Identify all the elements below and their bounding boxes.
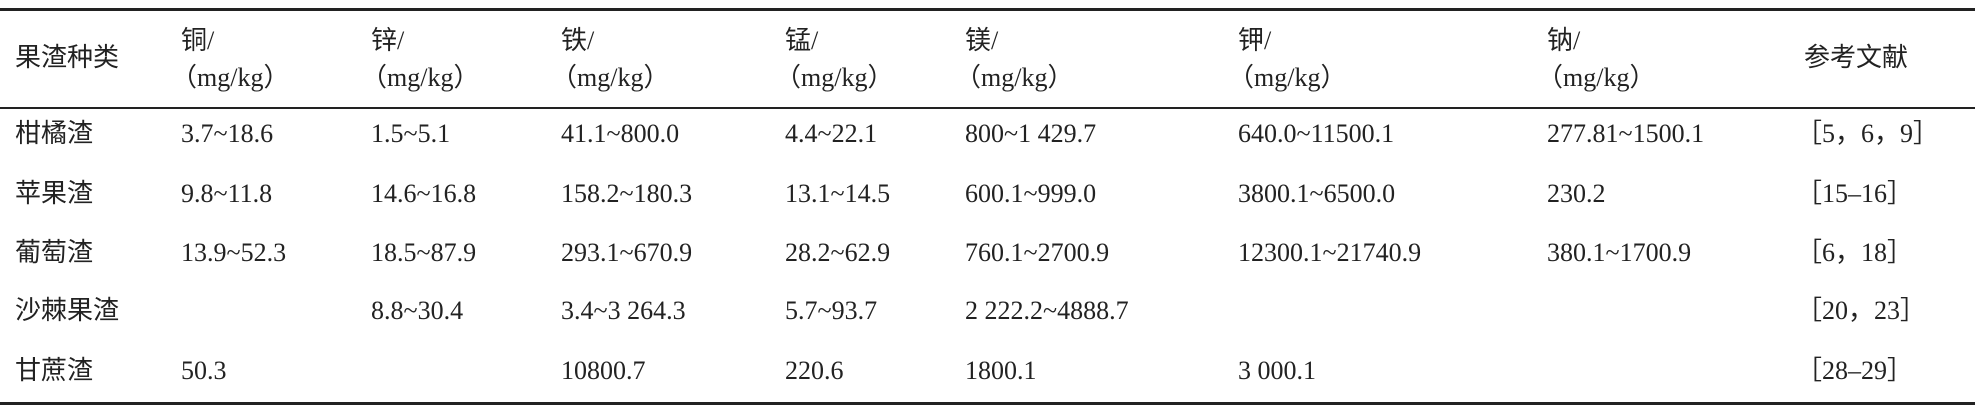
cell-value: 3.7~18.6 xyxy=(181,119,274,148)
header-unit: （mg/kg） xyxy=(551,63,670,92)
cell-value: 3 000.1 xyxy=(1238,356,1316,385)
header-unit: （mg/kg） xyxy=(1228,63,1347,92)
header-unit: （mg/kg） xyxy=(1537,63,1656,92)
cell-value: 800~1 429.7 xyxy=(965,119,1097,148)
cell-value: ［20，23］ xyxy=(1796,296,1927,325)
header-unit: （mg/kg） xyxy=(171,63,290,92)
cell-value: 640.0~11500.1 xyxy=(1238,119,1395,148)
header-unit: （mg/kg） xyxy=(955,63,1074,92)
header-name: 参考文献 xyxy=(1804,43,1909,72)
cell-value: 10800.7 xyxy=(561,356,646,385)
header-name: 铜/ xyxy=(181,26,215,55)
cell-value: 230.2 xyxy=(1547,179,1606,208)
cell-value: 13.9~52.3 xyxy=(181,238,287,267)
header-name: 钠/ xyxy=(1547,26,1581,55)
cell-value: 9.8~11.8 xyxy=(181,179,273,208)
cell-value: 158.2~180.3 xyxy=(561,179,693,208)
header-name: 锰/ xyxy=(785,26,819,55)
header-name: 果渣种类 xyxy=(15,43,120,72)
header-name: 钾/ xyxy=(1238,26,1272,55)
cell-value: 12300.1~21740.9 xyxy=(1238,238,1422,267)
cell-value: 28.2~62.9 xyxy=(785,238,891,267)
row-label: 沙棘果渣 xyxy=(15,296,120,325)
top-rule xyxy=(0,8,1975,11)
cell-value: 1.5~5.1 xyxy=(371,119,451,148)
cell-value: 277.81~1500.1 xyxy=(1547,119,1705,148)
cell-value: 8.8~30.4 xyxy=(371,296,464,325)
cell-value: 3.4~3 264.3 xyxy=(561,296,686,325)
header-name: 镁/ xyxy=(965,26,999,55)
row-label: 柑橘渣 xyxy=(15,119,94,148)
cell-value: 1800.1 xyxy=(965,356,1037,385)
row-label: 葡萄渣 xyxy=(15,238,94,267)
cell-value: 50.3 xyxy=(181,356,227,385)
cell-value: 18.5~87.9 xyxy=(371,238,477,267)
header-name: 锌/ xyxy=(371,26,405,55)
cell-value: 3800.1~6500.0 xyxy=(1238,179,1396,208)
header-name: 铁/ xyxy=(561,26,595,55)
cell-value: ［6，18］ xyxy=(1796,238,1914,267)
header-rule xyxy=(0,107,1975,109)
cell-value: 4.4~22.1 xyxy=(785,119,878,148)
cell-value: 2 222.2~4888.7 xyxy=(965,296,1129,325)
header-unit: （mg/kg） xyxy=(361,63,480,92)
cell-value: ［5，6，9］ xyxy=(1796,119,1940,148)
cell-value: 41.1~800.0 xyxy=(561,119,680,148)
row-label: 甘蔗渣 xyxy=(15,356,94,385)
cell-value: 5.7~93.7 xyxy=(785,296,878,325)
cell-value: 293.1~670.9 xyxy=(561,238,693,267)
cell-value: 600.1~999.0 xyxy=(965,179,1097,208)
cell-value: 760.1~2700.9 xyxy=(965,238,1110,267)
row-label: 苹果渣 xyxy=(15,179,94,208)
header-unit: （mg/kg） xyxy=(775,63,894,92)
cell-value: 220.6 xyxy=(785,356,844,385)
bottom-rule xyxy=(0,402,1975,405)
cell-value: ［28–29］ xyxy=(1796,356,1914,385)
cell-value: 13.1~14.5 xyxy=(785,179,891,208)
cell-value: 380.1~1700.9 xyxy=(1547,238,1692,267)
cell-value: 14.6~16.8 xyxy=(371,179,477,208)
cell-value: ［15–16］ xyxy=(1796,179,1914,208)
